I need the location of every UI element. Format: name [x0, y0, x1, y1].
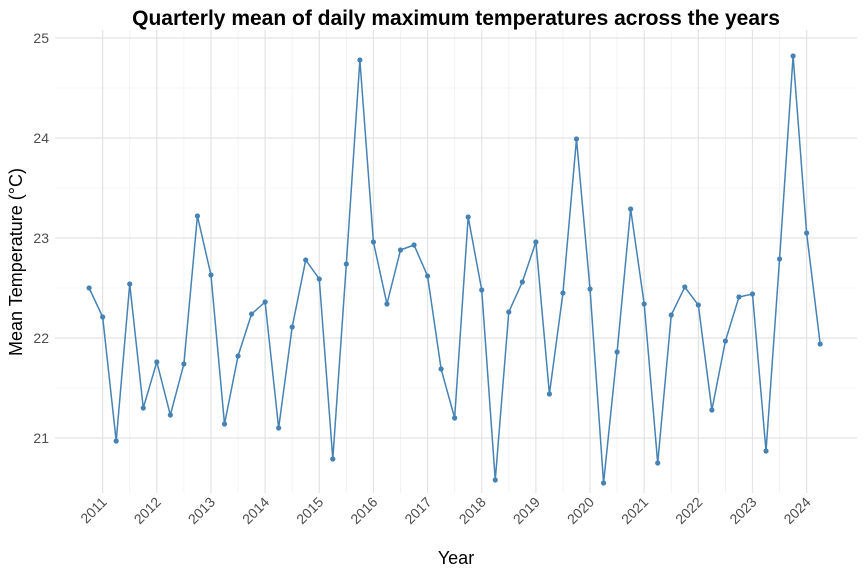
x-tick-label: 2020 — [564, 494, 597, 527]
point — [790, 53, 796, 59]
point — [167, 412, 173, 418]
point — [208, 272, 214, 278]
x-tick-label: 2018 — [455, 494, 488, 527]
point — [181, 361, 187, 367]
point — [749, 291, 756, 297]
point — [113, 438, 119, 444]
x-tick-label: 2023 — [726, 494, 759, 527]
point — [316, 276, 322, 282]
x-tick-label: 2021 — [618, 494, 651, 527]
x-tick-label: 2017 — [401, 494, 434, 527]
x-tick-label: 2013 — [185, 494, 218, 527]
x-tick-label: 2024 — [780, 494, 813, 527]
point — [492, 477, 498, 483]
point — [736, 294, 742, 300]
point — [235, 353, 241, 359]
point — [722, 338, 729, 344]
point — [262, 299, 268, 305]
y-tick-label: 23 — [33, 230, 49, 246]
point — [384, 301, 390, 307]
point — [641, 301, 647, 307]
x-tick-label: 2019 — [510, 494, 543, 527]
point — [343, 261, 349, 267]
point — [546, 391, 553, 397]
point — [276, 425, 282, 431]
point — [140, 405, 146, 411]
point — [221, 421, 228, 427]
y-tick-label: 22 — [33, 330, 49, 346]
point — [452, 415, 458, 421]
point — [397, 247, 404, 253]
point — [519, 279, 525, 285]
point — [100, 314, 106, 320]
point — [817, 341, 823, 347]
x-tick-label: 2014 — [239, 494, 272, 527]
point — [411, 242, 417, 248]
point — [709, 407, 715, 413]
point — [506, 309, 512, 315]
point — [465, 214, 471, 220]
point — [776, 256, 783, 262]
x-tick-label: 2012 — [131, 494, 164, 527]
y-tick-label: 24 — [33, 130, 49, 146]
point — [289, 324, 295, 330]
y-tick-label: 25 — [33, 30, 49, 46]
x-tick-label: 2011 — [77, 494, 110, 527]
x-tick-label: 2015 — [293, 494, 326, 527]
point — [614, 349, 620, 355]
point — [668, 312, 674, 318]
chart-title: Quarterly mean of daily maximum temperat… — [132, 7, 780, 30]
point — [479, 287, 485, 293]
point — [560, 290, 566, 296]
point — [587, 286, 593, 292]
point — [154, 359, 160, 365]
y-tick-label: 21 — [33, 430, 49, 446]
point — [127, 281, 133, 287]
point — [357, 57, 363, 63]
point — [438, 366, 444, 372]
point — [682, 284, 688, 290]
point — [330, 456, 336, 462]
point — [303, 257, 309, 263]
x-tick-label: 2016 — [347, 494, 380, 527]
point — [86, 285, 92, 291]
point — [655, 460, 661, 466]
point — [248, 311, 255, 317]
point — [628, 206, 634, 212]
point — [424, 273, 431, 279]
point — [695, 302, 701, 308]
point — [370, 239, 377, 245]
point — [573, 136, 580, 142]
point — [194, 213, 201, 219]
point — [804, 230, 810, 236]
point — [533, 239, 539, 245]
point — [600, 480, 607, 486]
point — [763, 448, 769, 454]
x-tick-label: 2022 — [672, 494, 705, 527]
x-axis-title: Year — [438, 548, 474, 568]
y-axis-title: Mean Temperature (°C) — [6, 168, 26, 356]
